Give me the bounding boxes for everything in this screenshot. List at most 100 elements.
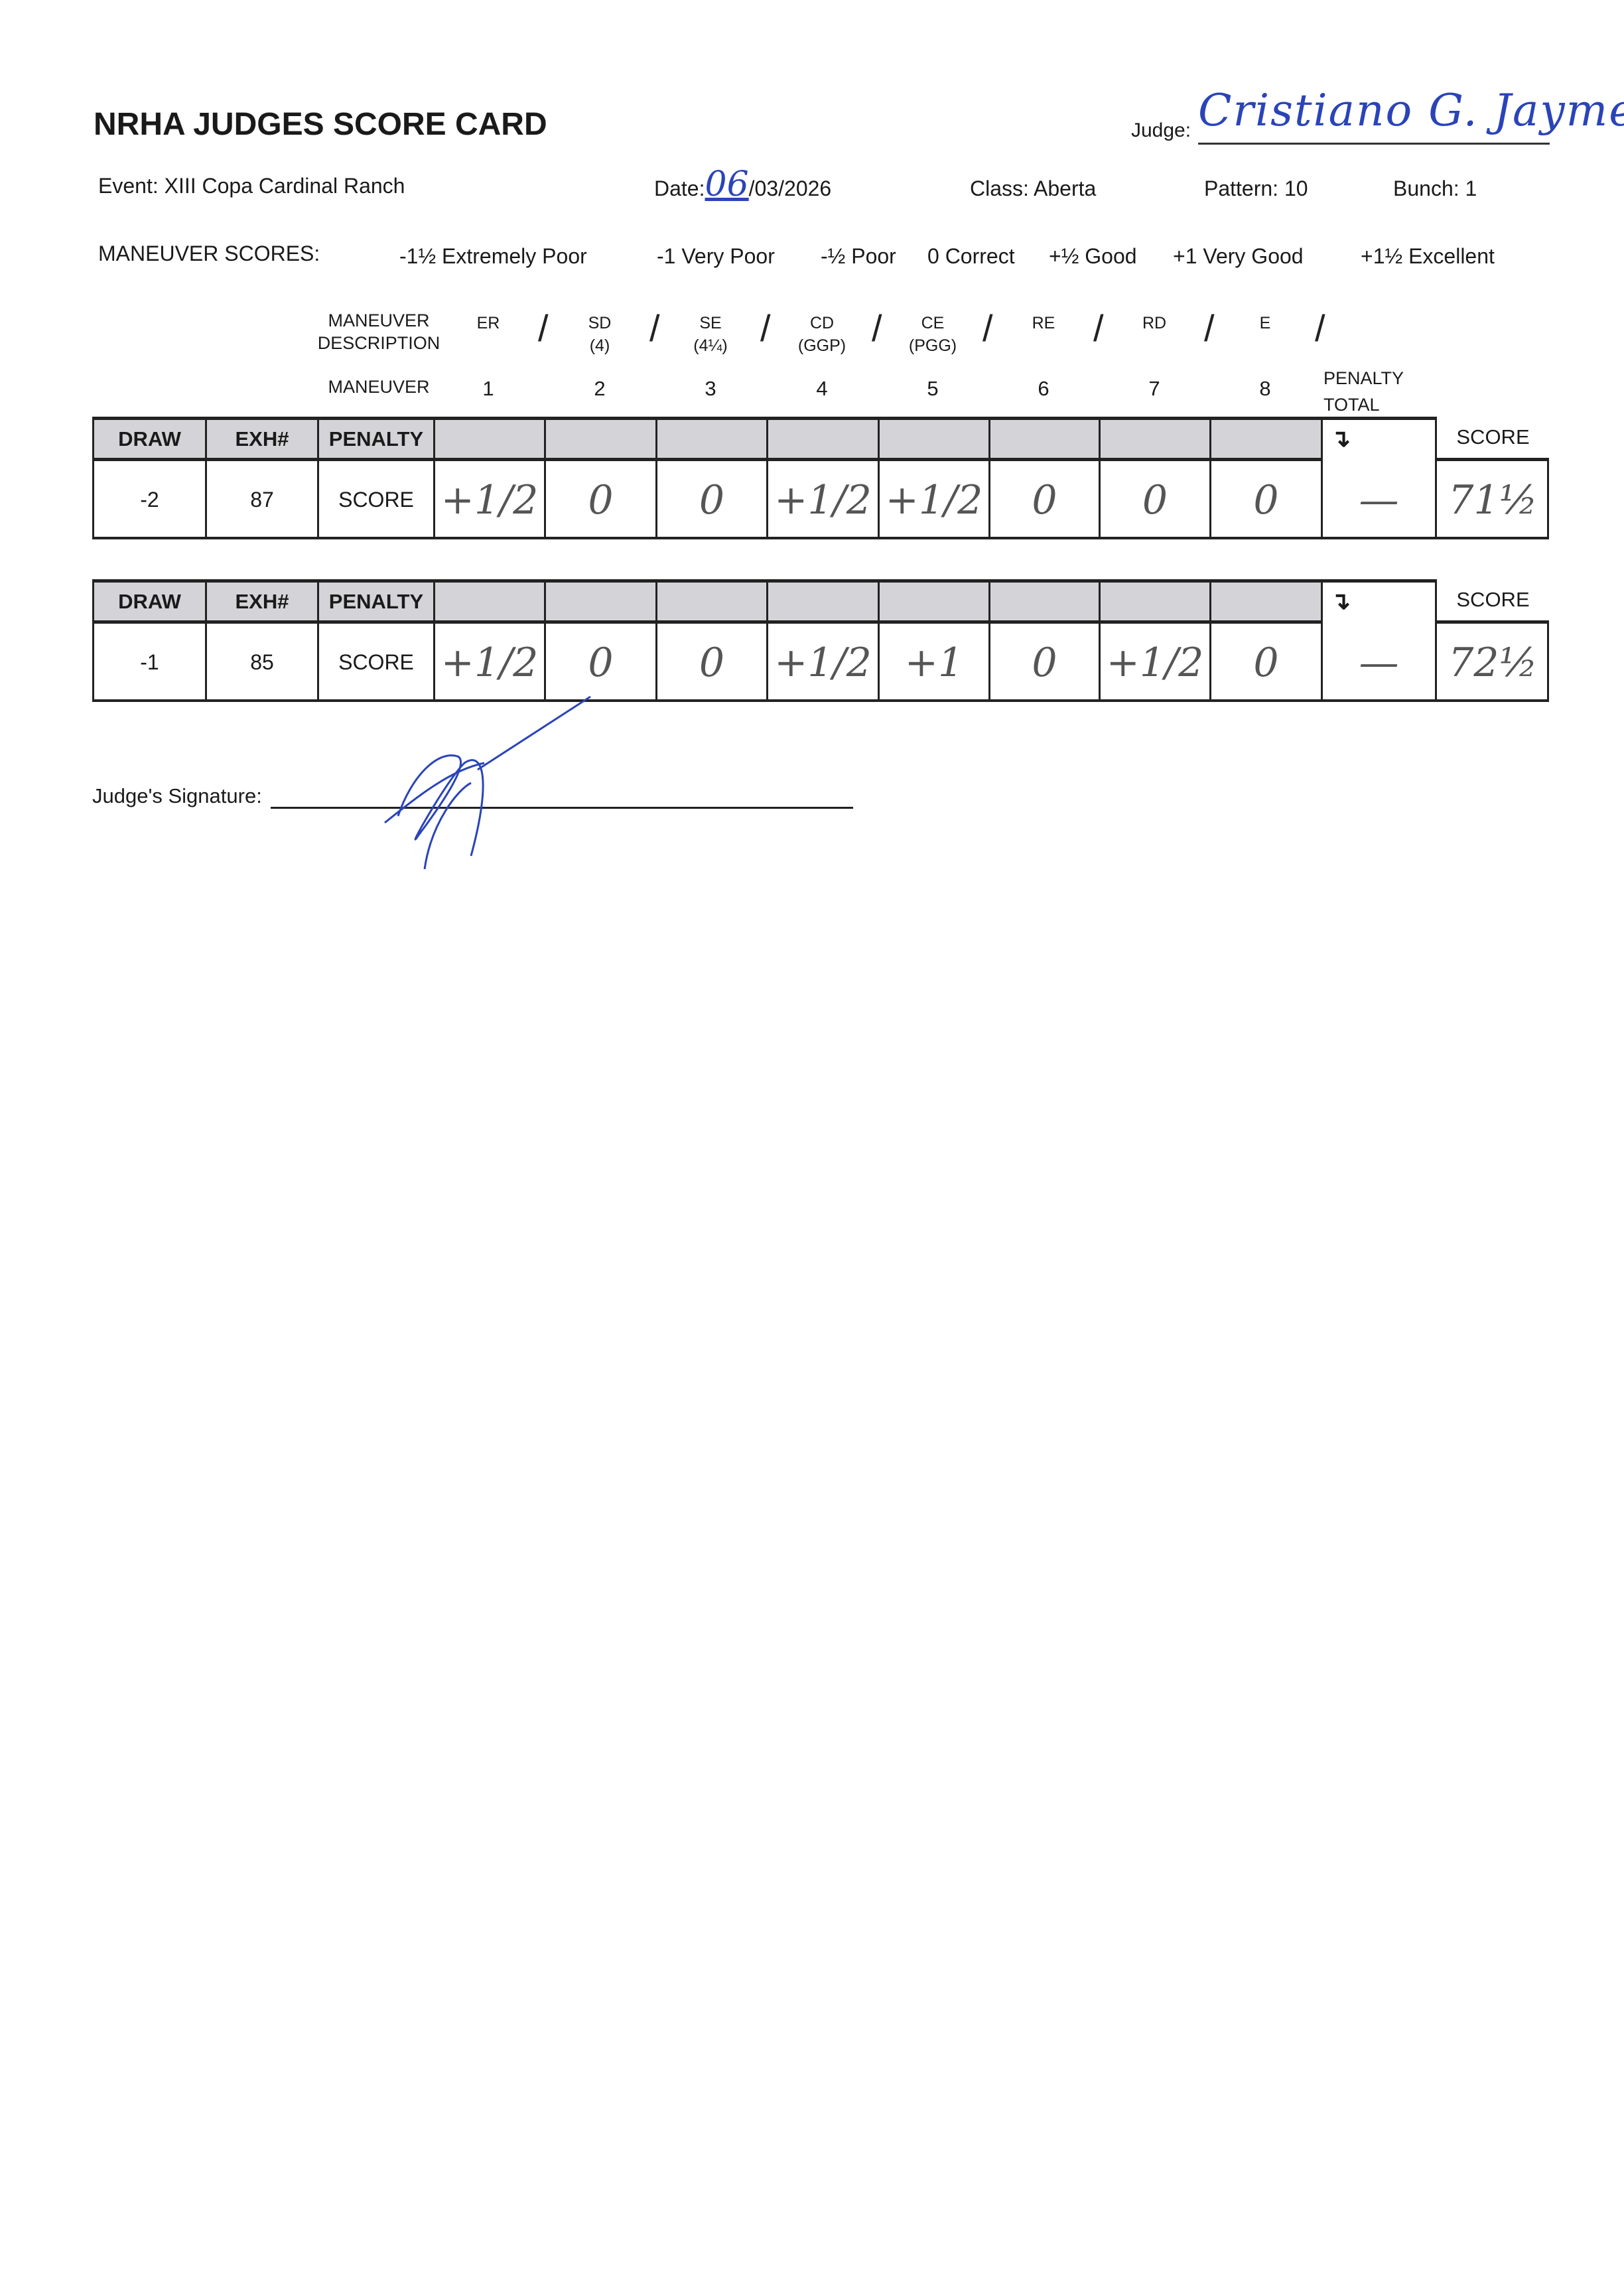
exhibitor-number: 87 [205, 461, 317, 539]
desc-code: CD [809, 314, 835, 332]
header-cell: DRAW [92, 579, 205, 624]
desc-code: SE [699, 314, 722, 332]
score-scale-item: -1 Very Poor [657, 244, 775, 268]
date-label: Date: [654, 176, 705, 200]
maneuver-description-5: CE (PGG) [893, 312, 973, 357]
maneuver-6-score: 0 [988, 624, 1099, 701]
maneuver-5-score: +1 [878, 624, 988, 701]
desc-detail: (GGP) [797, 336, 846, 355]
divider [1321, 579, 1435, 583]
score-header: SCORE [1435, 579, 1549, 620]
header-cell [1099, 579, 1209, 624]
header-cell [433, 417, 544, 461]
maneuver-8-score: 0 [1209, 624, 1321, 701]
signature-line [271, 807, 853, 809]
label-line: PENALTY [1323, 368, 1404, 388]
arrow-down-icon: ↴ [1330, 587, 1351, 614]
judge-label: Judge: [1131, 119, 1191, 141]
score-table-1: DRAW EXH# PENALTY ↴ SCORE -2 87 SCORE +1/2 0 0 +1/2… [92, 417, 1549, 540]
date-day: 06 [705, 165, 749, 204]
header-cell [878, 417, 988, 461]
separator-slash: / [649, 307, 660, 349]
score-scale-item: -1½ Extremely Poor [399, 244, 587, 268]
score-scale-item: -½ Poor [821, 244, 896, 268]
maneuver-description-6: RE [1004, 312, 1083, 334]
header-cell [1321, 417, 1435, 461]
maneuver-description-4: CD (GGP) [782, 312, 862, 357]
maneuver-6-score: 0 [988, 461, 1099, 539]
maneuver-1-score: +1/2 [433, 624, 544, 701]
desc-code: RD [1142, 314, 1167, 332]
total-score: 71½ [1435, 461, 1549, 539]
header-cell [766, 579, 878, 624]
maneuver-2-score: 0 [544, 624, 655, 701]
divider [1321, 417, 1435, 420]
maneuver-7-score: +1/2 [1099, 624, 1209, 701]
separator-slash: / [1093, 307, 1104, 349]
maneuver-scores-label: MANEUVER SCORES: [98, 242, 320, 265]
total-score: 72½ [1435, 624, 1549, 701]
exhibitor-number: 85 [205, 624, 317, 701]
label-line: DESCRIPTION [317, 333, 440, 353]
score-table-2: DRAW EXH# PENALTY ↴ SCORE -1 85 SCORE +1/2 0 0 +1/2… [92, 579, 1549, 703]
header-cell [1321, 579, 1435, 624]
maneuver-number: 1 [482, 377, 494, 400]
score-header: SCORE [1435, 417, 1549, 458]
maneuver-7-score: 0 [1099, 461, 1209, 539]
score-scale-item: +1½ Excellent [1361, 244, 1495, 268]
header-band [92, 579, 1321, 624]
maneuver-5-score: +1/2 [878, 461, 988, 539]
maneuver-3-score: 0 [655, 461, 766, 539]
maneuver-description-2: SD (4) [560, 312, 640, 357]
right-border [1547, 620, 1549, 701]
judge-name-line [1198, 143, 1550, 145]
maneuver-number: 5 [927, 377, 939, 400]
draw-value: -2 [92, 461, 205, 539]
arrow-down-icon: ↴ [1330, 425, 1351, 452]
separator-slash: / [538, 307, 549, 349]
header-cell [1209, 417, 1321, 461]
score-row-label: SCORE [317, 624, 433, 701]
desc-code: ER [476, 314, 500, 332]
header-cell [655, 579, 766, 624]
header-cell [544, 417, 655, 461]
separator-slash: / [760, 307, 771, 349]
judge-name: Cristiano G. Jayme [1198, 85, 1624, 136]
header-cell: PENALTY [317, 579, 433, 624]
maneuver-4-score: +1/2 [766, 624, 878, 701]
header-cell [1209, 579, 1321, 624]
desc-code: E [1259, 314, 1271, 332]
maneuver-label: MANEUVER [328, 377, 430, 397]
desc-code: SD [588, 314, 612, 332]
score-scale-item: 0 Correct [927, 244, 1015, 268]
header-cell [988, 579, 1099, 624]
maneuver-4-score: +1/2 [766, 461, 878, 539]
maneuver-2-score: 0 [544, 461, 655, 539]
score-scale-item: +½ Good [1049, 244, 1137, 268]
table-bottom-border [92, 537, 1549, 539]
maneuver-number: 2 [594, 377, 606, 400]
maneuver-1-score: +1/2 [433, 461, 544, 539]
penalty-total-value: — [1321, 624, 1435, 701]
divider [1435, 458, 1549, 461]
desc-detail: (4) [589, 336, 610, 355]
maneuver-8-score: 0 [1209, 461, 1321, 539]
header-cell: EXH# [205, 417, 317, 461]
header-cell [878, 579, 988, 624]
pattern-field: Pattern: 10 [1204, 176, 1308, 200]
desc-detail: (4¼) [693, 336, 728, 355]
score-row-label: SCORE [317, 461, 433, 539]
desc-code: RE [1032, 314, 1055, 332]
separator-slash: / [1204, 307, 1215, 349]
table-bottom-border [92, 699, 1549, 702]
maneuver-description-1: ER [448, 312, 528, 334]
maneuver-description-7: RD [1115, 312, 1194, 334]
page-title: NRHA JUDGES SCORE CARD [94, 107, 547, 142]
maneuver-number: 8 [1259, 377, 1271, 400]
label-line: MANEUVER [328, 311, 430, 330]
header-band [92, 417, 1321, 461]
maneuver-3-score: 0 [655, 624, 766, 701]
maneuver-number: 4 [816, 377, 828, 400]
signature-image [384, 695, 591, 869]
header-cell [433, 579, 544, 624]
